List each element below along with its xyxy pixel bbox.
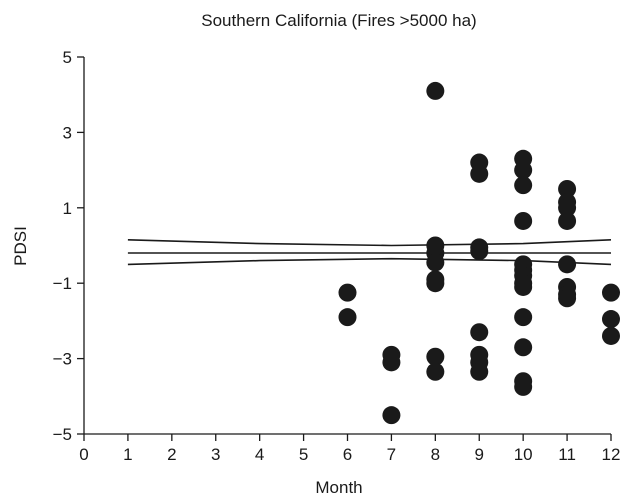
x-tick-label: 1 bbox=[123, 445, 132, 464]
y-tick-label: −3 bbox=[53, 350, 72, 369]
trend-line bbox=[127, 239, 612, 247]
x-tick-label: 5 bbox=[299, 445, 308, 464]
data-point bbox=[338, 308, 357, 327]
data-point bbox=[514, 176, 533, 195]
x-tick-label: 7 bbox=[387, 445, 396, 464]
x-tick-label: 4 bbox=[255, 445, 264, 464]
data-point bbox=[514, 308, 533, 327]
data-point bbox=[470, 362, 489, 381]
data-point bbox=[426, 362, 445, 381]
data-point bbox=[470, 323, 489, 342]
data-point bbox=[382, 353, 401, 372]
data-point bbox=[602, 283, 620, 302]
trend-line bbox=[127, 257, 612, 266]
x-axis-label: Month bbox=[315, 478, 362, 497]
data-point bbox=[426, 274, 445, 293]
x-tick-label: 10 bbox=[514, 445, 533, 464]
y-tick-label: −5 bbox=[53, 425, 72, 444]
x-tick-label: 3 bbox=[211, 445, 220, 464]
data-point bbox=[514, 211, 533, 230]
data-point bbox=[558, 289, 577, 308]
x-tick-label: 6 bbox=[343, 445, 352, 464]
y-tick-label: 1 bbox=[63, 199, 72, 218]
data-point bbox=[602, 310, 620, 329]
x-tick-label: 12 bbox=[602, 445, 621, 464]
y-axis-label: PDSI bbox=[11, 226, 30, 266]
data-point bbox=[426, 81, 445, 100]
data-point bbox=[514, 377, 533, 396]
data-point bbox=[514, 161, 533, 180]
data-point bbox=[514, 277, 533, 296]
chart-title: Southern California (Fires >5000 ha) bbox=[201, 11, 476, 30]
data-point bbox=[602, 326, 620, 345]
data-point bbox=[558, 211, 577, 230]
data-point bbox=[426, 253, 445, 272]
y-tick-label: −1 bbox=[53, 274, 72, 293]
data-point bbox=[382, 406, 401, 425]
data-point bbox=[558, 179, 577, 198]
x-tick-label: 9 bbox=[475, 445, 484, 464]
data-point bbox=[558, 255, 577, 274]
y-tick-label: 3 bbox=[63, 123, 72, 142]
data-point bbox=[470, 164, 489, 183]
data-point bbox=[558, 198, 577, 217]
x-tick-label: 2 bbox=[167, 445, 176, 464]
data-point bbox=[514, 338, 533, 357]
data-point bbox=[338, 283, 357, 302]
data-point bbox=[426, 347, 445, 366]
x-tick-label: 8 bbox=[431, 445, 440, 464]
data-point bbox=[470, 242, 489, 261]
x-tick-label: 11 bbox=[558, 445, 576, 464]
x-tick-label: 0 bbox=[79, 445, 88, 464]
y-tick-label: 5 bbox=[63, 48, 72, 67]
